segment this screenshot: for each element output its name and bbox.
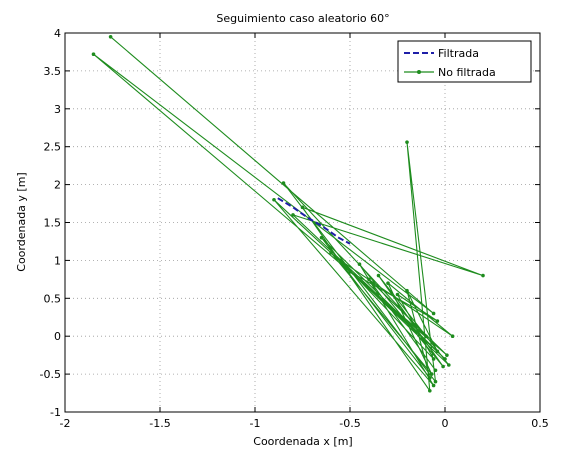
data-point-no-filtrada [424, 334, 428, 339]
data-point-no-filtrada [431, 383, 436, 388]
data-point-no-filtrada [431, 357, 436, 361]
y-axis: -1 -0.5 0 0.5 1 1.5 2 2.5 3 3.5 4 [40, 27, 540, 419]
x-tick-label: -0.5 [339, 417, 360, 430]
data-point-no-filtrada [433, 379, 438, 384]
data-point-no-filtrada [395, 292, 400, 297]
data-point-no-filtrada [386, 281, 390, 285]
data-point-no-filtrada [291, 213, 295, 217]
data-point-no-filtrada [319, 235, 324, 240]
data-point-no-filtrada [405, 140, 409, 144]
data-point-no-filtrada [357, 262, 362, 266]
y-tick-label: 4 [54, 27, 61, 40]
y-tick-label: 1 [54, 254, 61, 267]
data-point-no-filtrada [329, 251, 333, 255]
data-point-no-filtrada [433, 368, 438, 373]
y-axis-label: Coordenada y [m] [15, 172, 28, 271]
x-tick-label: -1.5 [149, 417, 170, 430]
series-line-filtrada [277, 197, 351, 245]
chart-title: Seguimiento caso aleatorio 60° [216, 12, 389, 25]
legend-marker-no-filtrada [417, 70, 421, 74]
data-point-no-filtrada [348, 269, 352, 274]
data-point-no-filtrada [450, 334, 455, 339]
x-tick-label: -2 [60, 417, 71, 430]
data-point-no-filtrada [431, 311, 436, 316]
data-point-no-filtrada [428, 376, 432, 380]
data-point-no-filtrada [300, 205, 305, 210]
legend: Filtrada No filtrada [397, 40, 532, 83]
data-point-no-filtrada [481, 273, 485, 278]
data-point-no-filtrada [281, 181, 286, 185]
data-point-no-filtrada [376, 273, 381, 278]
series-line-no-filtrada [93, 36, 484, 393]
data-point-no-filtrada [428, 388, 432, 393]
data-point-no-filtrada [435, 319, 440, 323]
data-point-no-filtrada [367, 277, 371, 282]
legend-label-filtrada: Filtrada [438, 47, 479, 60]
data-point-no-filtrada [405, 288, 409, 293]
data-point-no-filtrada [91, 52, 96, 57]
y-tick-label: 3.5 [44, 65, 62, 78]
legend-label-no-filtrada: No filtrada [438, 66, 496, 79]
x-tick-label: 0.5 [531, 417, 549, 430]
y-tick-label: -1 [50, 406, 61, 419]
data-point-no-filtrada [443, 357, 447, 361]
y-tick-label: -0.5 [40, 368, 61, 381]
y-tick-label: 0 [54, 330, 61, 343]
x-tick-label: -1 [250, 417, 261, 430]
data-point-no-filtrada [441, 364, 445, 369]
y-tick-label: 1.5 [44, 217, 62, 230]
data-point-no-filtrada [272, 197, 276, 202]
series-layer [91, 34, 485, 393]
y-tick-label: 3 [54, 103, 61, 116]
data-point-no-filtrada [447, 363, 451, 367]
x-axis-label: Coordenada x [m] [253, 435, 352, 448]
data-point-no-filtrada [338, 258, 343, 263]
data-point-no-filtrada [435, 349, 440, 354]
legend-box [397, 40, 532, 83]
y-tick-label: 2 [54, 179, 61, 192]
data-point-no-filtrada [445, 353, 449, 357]
data-point-no-filtrada [108, 34, 113, 39]
data-point-no-filtrada [429, 372, 434, 376]
x-axis: -2 -1.5 -1 -0.5 0 0.5 [60, 33, 549, 430]
x-tick-label: 0 [442, 417, 449, 430]
y-tick-label: 0.5 [44, 292, 62, 305]
y-tick-label: 2.5 [44, 141, 62, 154]
